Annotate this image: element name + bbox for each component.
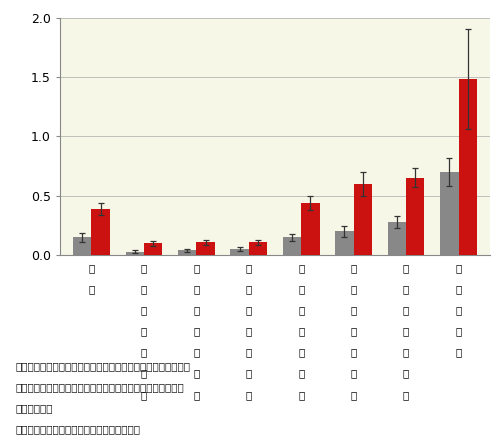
Text: 日: 日 xyxy=(403,284,409,294)
Text: で、縦棒は年々変動の標準偶差（左：現在気候、右：将来気: で、縦棒は年々変動の標準偶差（左：現在気候、右：将来気 xyxy=(15,382,184,392)
Text: 奠: 奠 xyxy=(456,326,462,336)
Bar xyxy=(283,238,301,255)
Text: 美: 美 xyxy=(456,348,462,357)
Text: 平: 平 xyxy=(193,348,200,357)
Text: 本: 本 xyxy=(246,305,252,315)
Bar xyxy=(406,178,424,255)
Text: 海: 海 xyxy=(350,369,357,378)
Text: 北: 北 xyxy=(193,263,200,273)
Text: 候）を示す。: 候）を示す。 xyxy=(15,403,52,413)
Text: 側: 側 xyxy=(141,390,147,400)
Bar xyxy=(196,242,214,255)
Text: 棒グラフが現在気候（灰）、将来気候（赤）における発生回数: 棒グラフが現在気候（灰）、将来気候（赤）における発生回数 xyxy=(15,361,190,371)
Bar xyxy=(230,249,249,255)
Text: 日: 日 xyxy=(298,284,304,294)
Bar xyxy=(144,243,163,255)
Bar xyxy=(249,242,267,255)
Text: 洋: 洋 xyxy=(193,369,200,378)
Text: 側: 側 xyxy=(403,390,409,400)
Text: 西: 西 xyxy=(350,263,357,273)
Text: 本: 本 xyxy=(246,348,252,357)
Text: 日: 日 xyxy=(193,284,200,294)
Text: 本: 本 xyxy=(350,305,357,315)
Text: 日: 日 xyxy=(246,326,252,336)
Bar xyxy=(301,203,320,255)
Text: 平: 平 xyxy=(298,348,304,357)
Bar xyxy=(388,222,406,255)
Text: 太: 太 xyxy=(193,326,200,336)
Bar xyxy=(458,79,477,255)
Text: 日: 日 xyxy=(141,326,147,336)
Text: 日: 日 xyxy=(350,284,357,294)
Text: 本: 本 xyxy=(141,348,147,357)
Text: 本: 本 xyxy=(298,305,304,315)
Text: 日: 日 xyxy=(141,284,147,294)
Text: 東: 東 xyxy=(298,263,304,273)
Text: 本: 本 xyxy=(141,305,147,315)
Text: 沖: 沖 xyxy=(456,263,462,273)
Text: 平: 平 xyxy=(403,348,409,357)
Text: 全: 全 xyxy=(88,263,94,273)
Bar xyxy=(126,252,144,255)
Text: 側: 側 xyxy=(246,390,252,400)
Bar xyxy=(92,209,110,255)
Text: 日: 日 xyxy=(246,284,252,294)
Bar xyxy=(354,184,372,255)
Bar xyxy=(178,250,197,255)
Text: 洋: 洋 xyxy=(298,369,304,378)
Text: 東: 東 xyxy=(246,263,252,273)
Text: 洋: 洋 xyxy=(403,369,409,378)
Text: 側: 側 xyxy=(298,390,304,400)
Text: 側: 側 xyxy=(193,390,200,400)
Text: 西: 西 xyxy=(403,263,409,273)
Text: 出典：地球温暖化予測情報第８巻（気象庁）: 出典：地球温暖化予測情報第８巻（気象庁） xyxy=(15,424,140,434)
Text: 北: 北 xyxy=(141,263,147,273)
Text: 本: 本 xyxy=(193,305,200,315)
Text: 太: 太 xyxy=(403,326,409,336)
Text: 国: 国 xyxy=(88,284,94,294)
Text: 側: 側 xyxy=(350,390,357,400)
Bar xyxy=(73,238,92,255)
Text: 日: 日 xyxy=(350,326,357,336)
Bar xyxy=(440,172,458,255)
Text: 海: 海 xyxy=(141,369,147,378)
Text: 本: 本 xyxy=(403,305,409,315)
Text: 海: 海 xyxy=(246,369,252,378)
Text: ・: ・ xyxy=(456,305,462,315)
Bar xyxy=(336,231,353,255)
Text: 本: 本 xyxy=(350,348,357,357)
Text: 太: 太 xyxy=(298,326,304,336)
Text: 縄: 縄 xyxy=(456,284,462,294)
